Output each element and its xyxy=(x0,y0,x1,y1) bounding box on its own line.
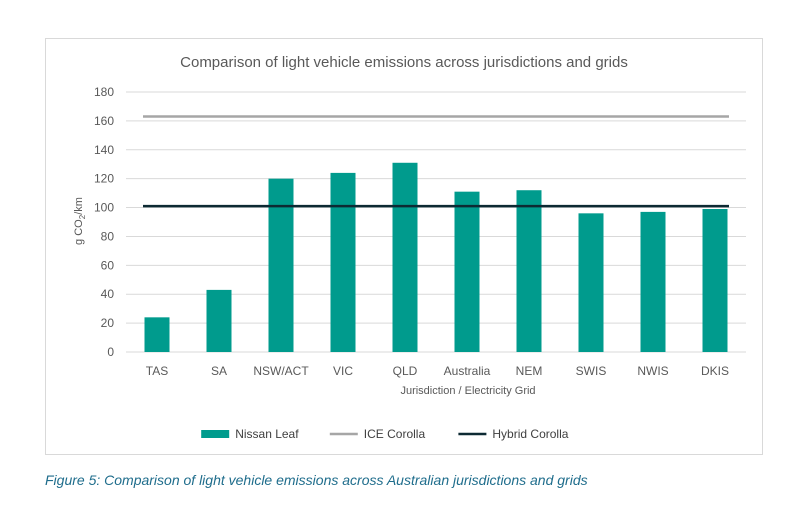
x-tick-label-tas: TAS xyxy=(146,364,168,378)
bar-swis xyxy=(578,213,604,352)
y-axis-title-prefix: g CO xyxy=(73,219,85,245)
bar-sa xyxy=(206,289,232,352)
legend-label-nissan-leaf: Nissan Leaf xyxy=(235,427,299,441)
bar-tas xyxy=(144,317,170,352)
x-tick-label-vic: VIC xyxy=(333,364,353,378)
bar-australia xyxy=(454,191,480,352)
x-tick-label-nsw-act: NSW/ACT xyxy=(253,364,309,378)
x-tick-label-australia: Australia xyxy=(444,364,491,378)
y-tick-labels: 0 20 40 60 80 100 120 140 160 180 xyxy=(94,85,114,359)
legend-label-ice-corolla: ICE Corolla xyxy=(364,427,426,441)
chart-title: Comparison of light vehicle emissions ac… xyxy=(180,54,628,71)
bars xyxy=(144,162,728,352)
x-tick-label-qld: QLD xyxy=(393,364,418,378)
x-tick-labels: TAS SA NSW/ACT VIC QLD Australia NEM SWIS NWIS DK… xyxy=(146,364,729,378)
y-axis-title-subscript: 2 xyxy=(78,214,87,219)
bar-nsw-act xyxy=(268,178,294,352)
bar-nem xyxy=(516,190,542,352)
series-lines xyxy=(143,115,729,208)
bar-vic xyxy=(330,172,356,352)
bar-qld xyxy=(392,162,418,352)
y-tick-label-20: 20 xyxy=(101,316,115,330)
x-tick-label-swis: SWIS xyxy=(576,364,607,378)
bar-dkis xyxy=(702,209,728,352)
y-tick-label-0: 0 xyxy=(107,345,114,359)
legend-label-hybrid-corolla: Hybrid Corolla xyxy=(492,427,568,441)
x-tick-label-dkis: DKIS xyxy=(701,364,729,378)
y-tick-label-120: 120 xyxy=(94,172,114,186)
figure-caption: Figure 5: Comparison of light vehicle em… xyxy=(45,472,588,488)
y-tick-label-100: 100 xyxy=(94,201,114,215)
y-axis-title-suffix: /km xyxy=(73,197,85,215)
y-tick-label-180: 180 xyxy=(94,85,114,99)
y-tick-label-60: 60 xyxy=(101,258,115,272)
legend-swatch-nissan-leaf xyxy=(201,430,230,438)
chart-frame: Comparison of light vehicle emissions ac… xyxy=(45,38,763,455)
bar-nwis xyxy=(640,211,666,352)
chart-svg: Comparison of light vehicle emissions ac… xyxy=(73,54,746,441)
y-tick-label-40: 40 xyxy=(101,287,115,301)
x-tick-label-sa: SA xyxy=(211,364,227,378)
y-axis-title: g CO2/km xyxy=(73,197,87,245)
x-tick-label-nwis: NWIS xyxy=(637,364,668,378)
x-axis-title: Jurisdiction / Electricity Grid xyxy=(400,385,535,397)
y-tick-label-140: 140 xyxy=(94,143,114,157)
y-tick-label-160: 160 xyxy=(94,114,114,128)
x-tick-label-nem: NEM xyxy=(516,364,543,378)
legend: Nissan Leaf ICE Corolla Hybrid Corolla xyxy=(201,427,569,441)
y-tick-label-80: 80 xyxy=(101,229,115,243)
